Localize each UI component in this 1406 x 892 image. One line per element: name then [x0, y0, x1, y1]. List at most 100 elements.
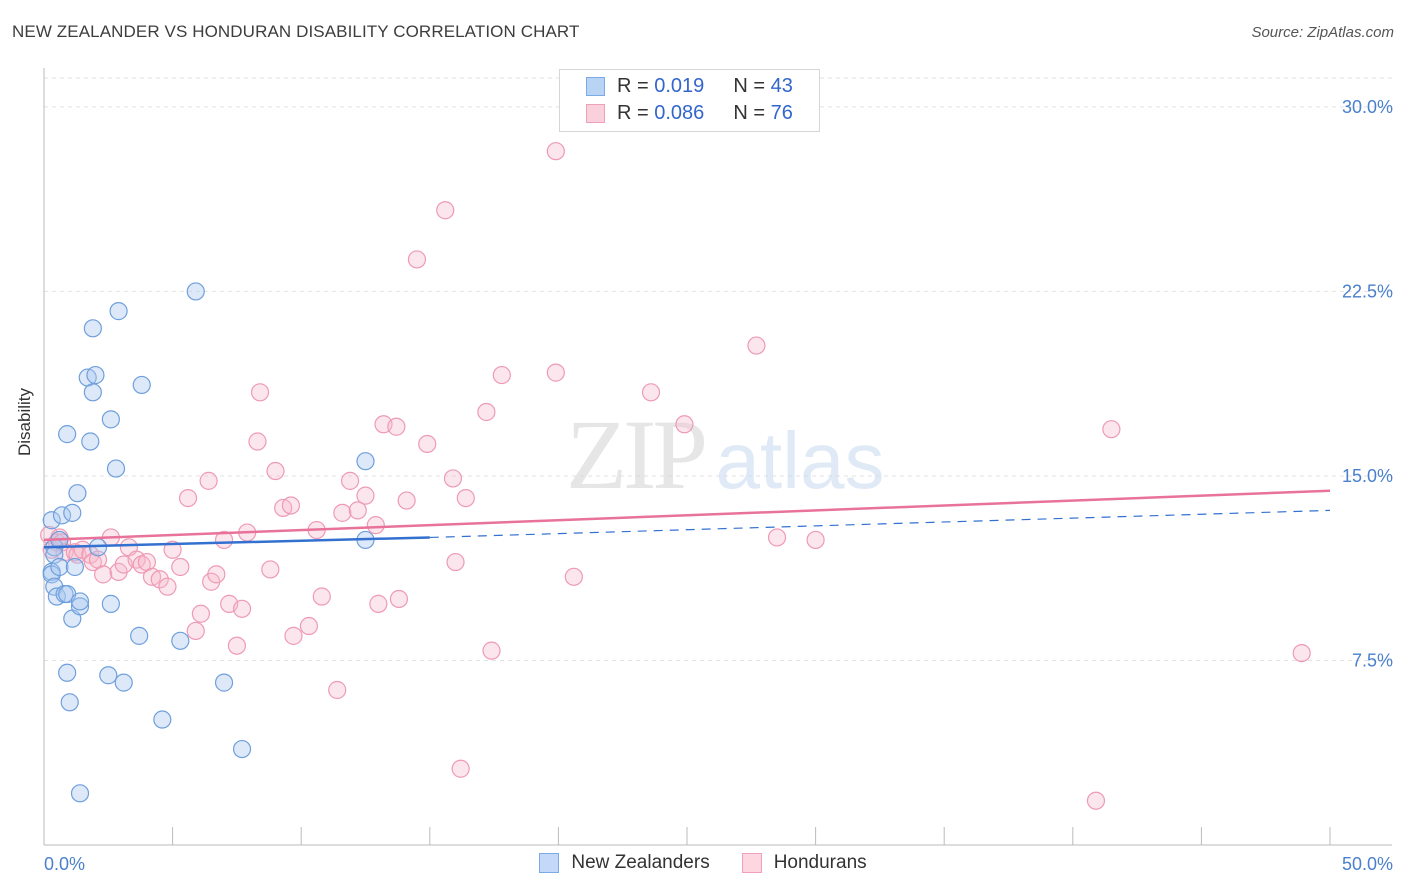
data-point-honduran [348, 501, 367, 520]
legend-n-value: 43 [770, 74, 793, 97]
data-point-new-zealander [101, 594, 120, 613]
y-tick-label: 22.5% [1342, 281, 1393, 301]
data-point-honduran [407, 250, 427, 269]
watermark-zip: ZIP [566, 399, 704, 510]
x-tick-label: 0.0% [44, 854, 85, 874]
data-point-new-zealander [50, 557, 69, 577]
data-point-new-zealander [60, 693, 79, 712]
legend-row-new-zealanders: R = 0.019 N = 43 [586, 74, 793, 98]
data-point-new-zealander [65, 557, 84, 577]
new-zealanders-points [42, 282, 375, 803]
legend-item-new-zealanders[interactable]: New Zealanders [539, 852, 710, 874]
data-point-honduran [456, 488, 475, 508]
data-point-honduran [397, 491, 416, 510]
data-point-honduran [366, 516, 385, 535]
data-point-honduran [451, 759, 470, 778]
tick-labels: 7.5% 15.0% 22.5% 30.0% 0.0% 50.0% [44, 97, 1393, 874]
trend-lines [43, 489, 1331, 549]
data-point-new-zealander [171, 631, 190, 650]
data-point-honduran [333, 503, 352, 522]
data-point-new-zealander [356, 452, 375, 471]
data-point-honduran [492, 365, 511, 385]
data-point-honduran [163, 540, 182, 559]
data-point-new-zealander [232, 739, 252, 759]
data-point-honduran [389, 589, 409, 609]
data-point-honduran [186, 621, 205, 641]
legend-r-value: 0.019 [654, 74, 705, 97]
data-point-new-zealander [114, 673, 133, 692]
legend-swatch-blue [539, 853, 560, 873]
legend-n-value: 76 [770, 101, 793, 124]
data-point-honduran [446, 552, 465, 572]
data-point-honduran [356, 486, 375, 505]
chart-source: Source: ZipAtlas.com [1251, 24, 1394, 41]
legend-n-label: N = [733, 74, 766, 97]
data-point-honduran [806, 530, 825, 550]
data-point-new-zealander [86, 365, 105, 385]
data-point-honduran [299, 616, 319, 636]
data-point-honduran [546, 142, 565, 161]
data-point-honduran [284, 626, 303, 645]
data-point-honduran [312, 587, 331, 606]
data-point-new-zealander [106, 459, 126, 478]
legend-row-hondurans: R = 0.086 N = 76 [586, 101, 793, 125]
legend-swatch-pink [741, 853, 762, 873]
legend-r-label: R = [617, 74, 649, 97]
data-point-new-zealander [214, 673, 234, 692]
data-point-new-zealander [153, 710, 172, 729]
data-point-honduran [178, 488, 198, 508]
trend-line-hondurans [43, 489, 1331, 542]
data-point-new-zealander [70, 784, 90, 803]
series-legend: New Zealanders Hondurans [0, 852, 1406, 874]
data-point-honduran [340, 471, 360, 490]
legend-r-label: R = [617, 101, 649, 124]
data-point-new-zealander [58, 425, 77, 444]
watermark-atlas: atlas [716, 416, 885, 505]
data-point-honduran [248, 432, 267, 451]
data-point-honduran [232, 599, 252, 618]
chart-title: NEW ZEALANDER VS HONDURAN DISABILITY COR… [12, 22, 580, 41]
stats-legend: R = 0.019 N = 43 R = 0.086 N = 76 [559, 69, 820, 132]
data-point-honduran [675, 415, 694, 434]
data-point-honduran [261, 560, 280, 579]
data-point-new-zealander [68, 484, 87, 503]
legend-item-hondurans[interactable]: Hondurans [741, 852, 867, 874]
data-point-honduran [418, 434, 437, 454]
data-point-new-zealander [42, 511, 61, 530]
data-point-new-zealander [63, 503, 82, 522]
legend-label: Hondurans [773, 852, 867, 873]
data-point-new-zealander [83, 383, 102, 402]
trend-line-new-zealanders-extrapolated [429, 509, 1331, 539]
data-point-honduran [199, 471, 218, 490]
data-point-new-zealander [70, 597, 90, 616]
axes [43, 68, 1392, 846]
data-point-honduran [250, 383, 270, 402]
data-point-honduran [328, 680, 347, 700]
data-point-new-zealander [109, 302, 128, 321]
data-point-honduran [214, 530, 234, 550]
data-point-honduran [482, 641, 501, 660]
data-point-new-zealander [81, 432, 100, 451]
data-point-honduran [369, 594, 388, 613]
data-point-new-zealander [58, 663, 77, 682]
legend-r-value: 0.086 [654, 101, 705, 124]
data-point-honduran [443, 469, 463, 488]
data-point-new-zealander [132, 375, 151, 395]
legend-swatch-blue [586, 76, 605, 96]
data-point-honduran [767, 528, 787, 547]
data-point-new-zealander [83, 319, 102, 338]
data-point-honduran [1292, 643, 1311, 663]
data-point-new-zealander [186, 282, 205, 301]
data-point-honduran [94, 565, 113, 584]
y-tick-label: 15.0% [1342, 466, 1393, 486]
data-point-honduran [564, 567, 583, 586]
data-point-honduran [477, 402, 496, 422]
data-point-honduran [1086, 791, 1106, 810]
data-point-honduran [158, 577, 177, 596]
data-point-honduran [171, 557, 190, 577]
y-axis-label: Disability [15, 387, 34, 456]
legend-n-label: N = [733, 101, 766, 124]
data-point-honduran [227, 636, 246, 655]
trend-line-new-zealanders [43, 536, 430, 549]
